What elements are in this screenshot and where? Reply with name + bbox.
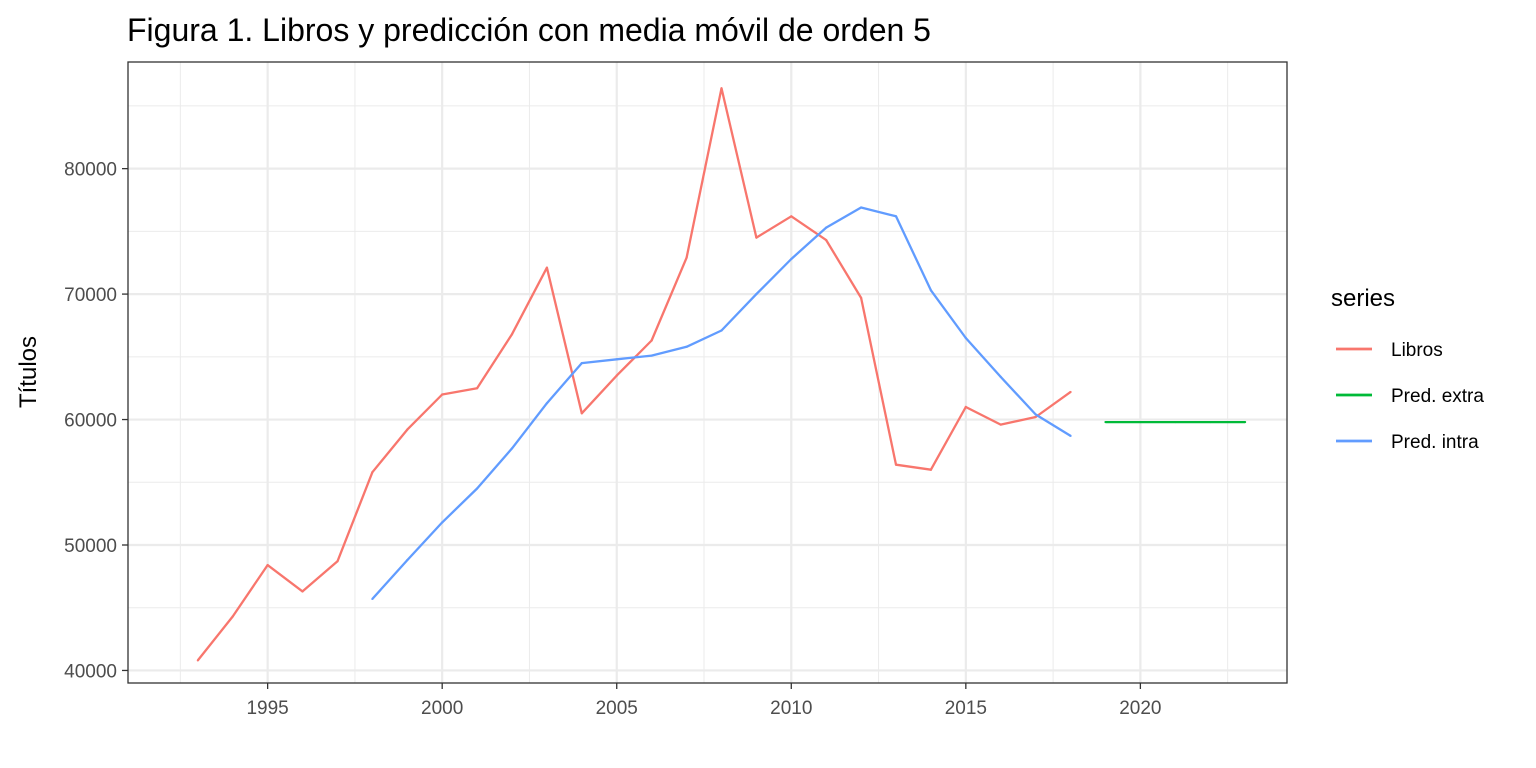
y-tick-label: 60000 — [64, 411, 117, 432]
data-point-pred-extra — [1244, 420, 1247, 424]
panel-border — [127, 61, 1288, 684]
data-point-libros — [790, 215, 793, 218]
data-point-libros — [196, 659, 199, 662]
data-point-pred-intra — [929, 289, 933, 292]
chart-title: Figura 1. Libros y predicción con media … — [127, 12, 931, 48]
data-point-libros — [336, 560, 339, 563]
legend-label-libros: Libros — [1391, 340, 1443, 361]
x-tick-label: 2020 — [1119, 698, 1161, 719]
y-tick-label: 70000 — [64, 285, 117, 306]
data-point-libros — [406, 428, 409, 431]
data-point-pred-intra — [510, 447, 514, 450]
data-point-pred-intra — [1034, 413, 1037, 416]
data-point-libros — [510, 333, 514, 336]
data-point-libros — [441, 393, 444, 396]
data-point-pred-extra — [1104, 420, 1107, 424]
data-point-libros — [825, 239, 828, 242]
data-point-libros — [615, 374, 618, 377]
legend-label-pred-extra: Pred. extra — [1391, 386, 1484, 407]
data-point-pred-intra — [371, 597, 374, 601]
series-line-libros — [196, 87, 1072, 662]
data-point-pred-extra — [1209, 420, 1212, 424]
data-point-libros — [545, 266, 549, 269]
data-point-libros — [755, 236, 758, 239]
data-point-libros — [231, 615, 234, 618]
data-point-pred-intra — [615, 358, 618, 361]
x-tick-label: 2010 — [770, 698, 812, 719]
data-point-libros — [720, 87, 723, 90]
data-point-pred-intra — [790, 257, 793, 261]
data-point-libros — [266, 563, 269, 567]
data-point-pred-intra — [825, 226, 828, 229]
data-point-pred-intra — [545, 402, 549, 405]
data-point-libros — [371, 471, 374, 474]
data-point-libros — [580, 412, 583, 415]
data-point-pred-intra — [475, 487, 479, 490]
data-point-pred-intra — [860, 206, 863, 209]
data-point-libros — [1034, 415, 1037, 419]
y-tick-label: 40000 — [64, 661, 117, 682]
grid-major — [128, 62, 1287, 683]
data-point-pred-extra — [1139, 420, 1142, 424]
data-point-pred-intra — [999, 375, 1002, 378]
data-point-libros — [894, 463, 898, 466]
legend-label-pred-intra: Pred. intra — [1391, 432, 1479, 453]
x-tick-label: 2000 — [421, 698, 463, 719]
data-point-libros — [964, 405, 967, 409]
data-point-pred-intra — [1069, 434, 1072, 437]
data-point-libros — [650, 339, 653, 342]
data-point-libros — [999, 423, 1002, 426]
data-point-pred-intra — [720, 329, 723, 332]
data-point-pred-intra — [964, 336, 967, 340]
grid-minor — [128, 62, 1287, 683]
y-tick-label: 80000 — [64, 160, 117, 181]
data-point-pred-intra — [650, 354, 653, 357]
data-point-libros — [1069, 390, 1072, 394]
x-tick-label: 1995 — [246, 698, 288, 719]
series-lines — [196, 87, 1247, 662]
data-point-libros — [929, 468, 933, 471]
data-point-pred-intra — [685, 345, 688, 348]
data-point-pred-intra — [406, 558, 409, 562]
data-point-pred-intra — [441, 521, 444, 524]
y-axis-title: Títulos — [15, 336, 42, 408]
data-point-pred-extra — [1174, 420, 1177, 424]
legend: series Libros Pred. extra Pred. intra — [1331, 285, 1484, 453]
data-point-libros — [301, 590, 304, 593]
data-point-libros — [475, 387, 479, 390]
data-point-pred-intra — [755, 292, 758, 296]
data-point-libros — [685, 256, 688, 259]
y-tick-label: 50000 — [64, 536, 117, 557]
legend-title: series — [1331, 285, 1395, 312]
data-point-pred-intra — [580, 361, 583, 365]
x-tick-label: 2015 — [945, 698, 987, 719]
y-axis: 40000 50000 60000 70000 80000 — [64, 160, 128, 682]
x-tick-label: 2005 — [596, 698, 638, 719]
data-point-libros — [860, 296, 863, 299]
data-point-pred-intra — [894, 215, 898, 218]
x-axis: 1995 2000 2005 2010 2015 2020 — [246, 683, 1162, 719]
